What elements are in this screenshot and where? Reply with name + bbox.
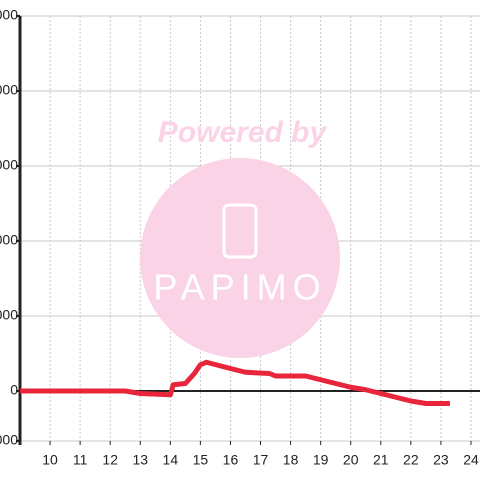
- data-line: [20, 359, 450, 406]
- x-tick-label: 19: [313, 452, 329, 468]
- y-tick-label: 0: [10, 382, 18, 398]
- y-tick-label: -20,000: [0, 432, 18, 448]
- x-tick-label: 20: [343, 452, 359, 468]
- watermark-text: Powered by: [158, 116, 328, 149]
- watermark-logo: PAPIMO: [153, 267, 326, 308]
- x-tick-label: 10: [42, 452, 58, 468]
- x-tick-label: 14: [163, 452, 179, 468]
- y-tick-label: 30,000: [0, 307, 18, 323]
- y-tick-label: 120,000: [0, 82, 18, 98]
- y-tick-label: 60,000: [0, 232, 18, 248]
- x-tick-label: 12: [102, 452, 118, 468]
- x-tick-label: 22: [403, 452, 419, 468]
- x-tick-label: 24: [463, 452, 479, 468]
- x-tick-label: 16: [223, 452, 239, 468]
- x-tick-label: 23: [433, 452, 449, 468]
- x-tick-label: 15: [193, 452, 209, 468]
- x-tick-label: 11: [73, 452, 88, 468]
- x-tick-label: 21: [373, 452, 389, 468]
- y-tick-label: 90,000: [0, 157, 18, 173]
- x-tick-label: 18: [283, 452, 299, 468]
- watermark-phone: [222, 203, 258, 259]
- y-tick-label: 150,000: [0, 7, 18, 23]
- watermark: Powered by PAPIMO: [140, 116, 340, 358]
- x-tick-label: 17: [253, 452, 269, 468]
- x-tick-label: 13: [132, 452, 148, 468]
